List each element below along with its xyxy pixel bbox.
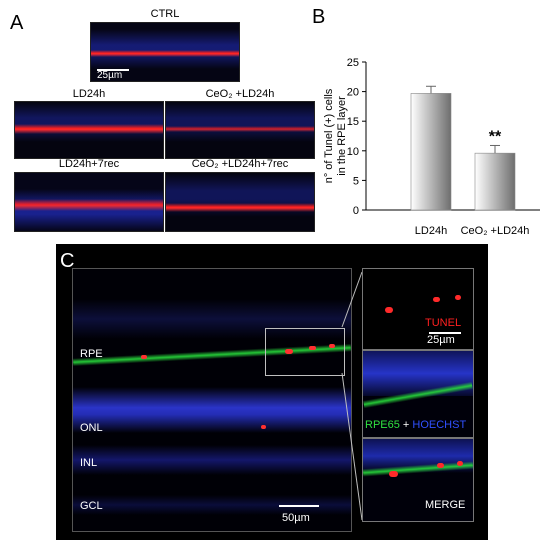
image-title-ctrl: CTRL	[150, 8, 180, 20]
y-tick-label-2: 10	[347, 146, 359, 158]
rpe65-label: RPE65	[365, 419, 400, 431]
inset-tunel: TUNEL 25µm	[362, 268, 474, 350]
plus-sign: +	[399, 419, 413, 431]
inset-rpe65-hoechst: RPE65 + HOECHST	[362, 350, 474, 438]
category-label-1: CeO₂ +LD24h	[461, 225, 530, 237]
y-tick-label-4: 20	[347, 87, 359, 99]
panel-c-label: C	[60, 250, 75, 272]
image-title-ld24h-7rec: LD24h+7rec	[58, 158, 120, 170]
y-tick-label-1: 5	[353, 175, 359, 187]
scale-bar-ctrl	[97, 69, 129, 71]
inset-region-box	[265, 328, 345, 376]
category-label-0: LD24h	[415, 225, 447, 237]
bar-0	[410, 93, 452, 211]
panel-a-label: A	[10, 12, 24, 34]
inset-merge-label: MERGE	[425, 499, 466, 511]
tunel-bar-chart: 0 5 10 15 20 25 n° of Tunel (+) cellsin the RP…	[323, 57, 540, 237]
micrograph-ld24h-7rec	[14, 172, 164, 232]
y-axis-label-line-1: n° of Tunel (+) cells	[323, 88, 335, 183]
y-tick-label-0: 0	[353, 205, 359, 217]
layer-label-inl: INL	[80, 457, 98, 469]
scale-bar-main-label: 50µm	[282, 512, 310, 524]
micrograph-ld24h	[14, 101, 164, 159]
y-tick-label-5: 25	[347, 57, 359, 69]
layer-label-onl: ONL	[80, 422, 103, 434]
y-axis-label-line-2: in the RPE layer	[336, 96, 348, 176]
hoechst-label: HOECHST	[412, 419, 467, 431]
micrograph-ctrl: 25µm	[90, 22, 240, 82]
micrograph-ceo2-ld24h-7rec	[165, 172, 315, 232]
panel-b-label: B	[312, 6, 326, 28]
inset-stain-legend: RPE65 + HOECHST	[365, 419, 466, 431]
bar-1	[474, 152, 516, 211]
image-title-ceo2-ld24h-7rec: CeO₂ +LD24h+7rec	[191, 158, 289, 170]
scale-bar-inset	[429, 332, 461, 334]
y-tick-label-3: 15	[347, 116, 359, 128]
inset-tunel-label: TUNEL	[425, 317, 462, 329]
image-title-ceo2-ld24h: CeO₂ +LD24h	[205, 88, 275, 100]
micrograph-ceo2-ld24h	[165, 101, 315, 159]
significance-mark-1: **	[489, 128, 502, 145]
inset-merge: MERGE	[362, 438, 474, 522]
layer-label-rpe: RPE	[80, 348, 103, 360]
scale-bar-main	[279, 505, 319, 507]
layer-label-gcl: GCL	[80, 500, 103, 512]
micrograph-retina-main	[72, 268, 352, 532]
image-title-ld24h: LD24h	[72, 88, 106, 100]
scale-bar-ctrl-label: 25µm	[97, 70, 123, 81]
scale-bar-inset-label: 25µm	[427, 334, 455, 346]
y-axis-label: n° of Tunel (+) cellsin the RPE layer	[323, 88, 348, 183]
